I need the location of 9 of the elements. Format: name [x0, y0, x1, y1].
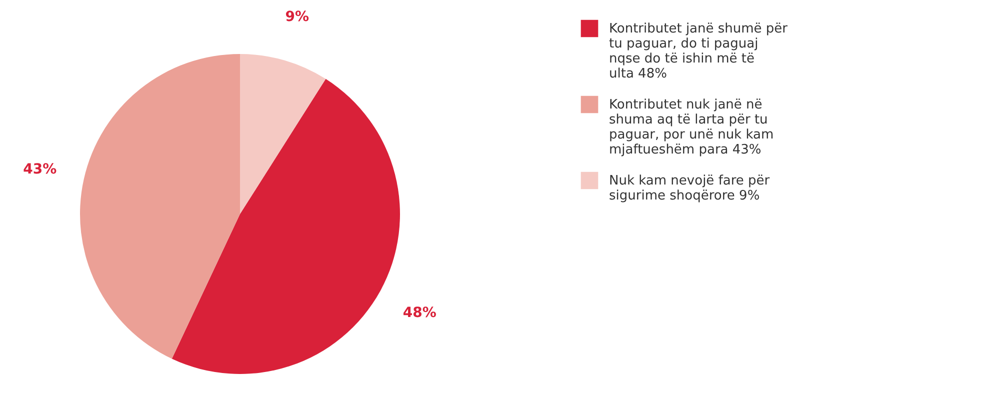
- legend-label: Kontributet janë shumë për tu paguar, do ti paguaj nqse do të ishin më të ulta 48%: [609, 22, 788, 82]
- pie-slice: [172, 78, 400, 374]
- legend-label: Kontributet nuk janë në shuma aq të larta për tu paguar, por unë nuk kam mjaftueshëm para 43%: [609, 98, 774, 158]
- pie-slice: [80, 54, 240, 359]
- data-label: 43%: [23, 161, 57, 178]
- legend-label: Nuk kam nevojë fare për sigurime shoqërore 9%: [609, 174, 770, 204]
- data-label: 48%: [402, 304, 436, 321]
- pie-slice: [240, 54, 326, 214]
- data-label: 9%: [285, 9, 310, 26]
